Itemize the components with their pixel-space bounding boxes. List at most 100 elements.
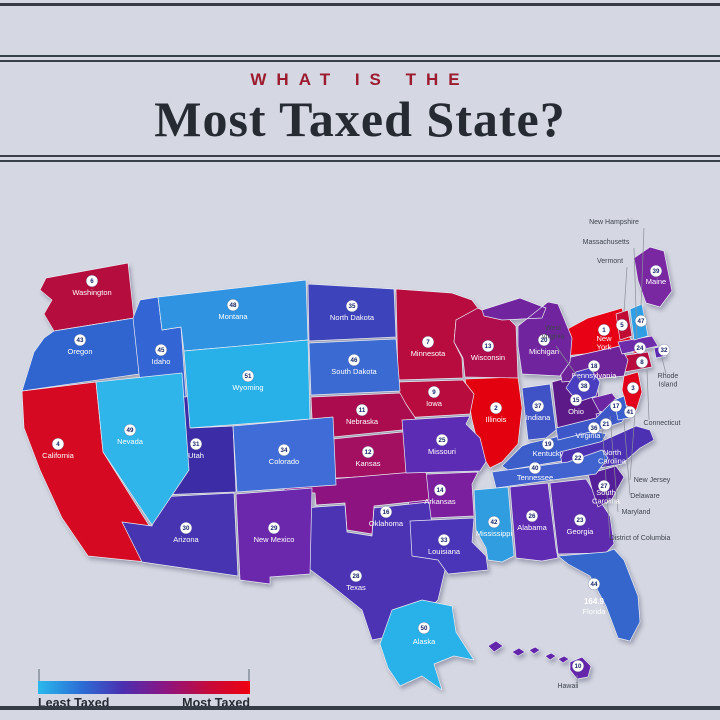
state-AK: [379, 599, 475, 691]
rank-number-LA: 33: [441, 537, 448, 544]
rank-number-AK: 50: [421, 625, 428, 632]
rank-number-WV: 38: [581, 383, 588, 390]
state-label-OH: Ohio: [568, 407, 584, 416]
leader-line-WV: [555, 345, 581, 381]
leader-line-MD: [609, 415, 619, 513]
rank-badge-VT: [615, 318, 629, 332]
state-value-FL: 164.9: [584, 597, 605, 606]
state-label-ME: Maine: [646, 277, 666, 286]
state-label-CA: California: [42, 451, 75, 460]
state-FL: [557, 548, 641, 642]
state-MI: [481, 297, 573, 377]
rank-badge-CA: [51, 437, 65, 451]
rank-badge-IN: [531, 399, 545, 413]
state-NV: [95, 372, 190, 526]
rank-badge-CT: [635, 355, 649, 369]
state-NM: [235, 487, 313, 585]
leader-line-RI: [661, 357, 667, 375]
rank-badge-NV: [123, 423, 137, 437]
state-HI: [487, 640, 592, 680]
state-label-NC: North Carolina: [598, 448, 627, 466]
rank-number-CA: 4: [56, 441, 60, 448]
rank-badge-RI: [657, 343, 671, 357]
rank-badge-OK: [379, 505, 393, 519]
rank-badge-CO: [277, 443, 291, 457]
rank-badge-PA: [587, 359, 601, 373]
state-label-LA: Louisiana: [428, 547, 461, 556]
rank-badge-AK: [417, 621, 431, 635]
state-label-NM: New Mexico: [254, 535, 295, 544]
state-label-WI: Wisconsin: [471, 353, 505, 362]
rank-number-IL: 2: [494, 405, 498, 412]
state-label-NV: Nevada: [117, 437, 144, 446]
state-label-VA: Virginia: [576, 431, 602, 440]
rank-badge-MD: [609, 399, 623, 413]
rank-number-AZ: 30: [183, 525, 190, 532]
rank-badge-NE: [355, 403, 369, 417]
state-label-AZ: Arizona: [173, 535, 199, 544]
state-label-WY: Wyoming: [232, 383, 263, 392]
callout-label-MA: Massachusetts: [583, 239, 630, 246]
page-title: Most Taxed State?: [154, 91, 566, 147]
header-rule: [0, 55, 720, 57]
rank-badge-NM: [267, 521, 281, 535]
state-label-AK: Alaska: [413, 637, 436, 646]
rank-badge-KS: [361, 445, 375, 459]
state-ND: [307, 283, 397, 342]
rank-number-FL: 44: [591, 581, 598, 588]
state-WY: [183, 339, 311, 429]
state-label-KS: Kansas: [355, 459, 380, 468]
rank-badge-IL: [489, 401, 503, 415]
state-label-MT: Montana: [218, 312, 248, 321]
rank-badge-LA: [437, 533, 451, 547]
state-label-NE: Nebraska: [346, 417, 379, 426]
rank-badge-ND: [345, 299, 359, 313]
leader-line-NH: [640, 227, 645, 307]
state-label-CO: Colorado: [269, 457, 299, 466]
callout-label-DC: District of Columbia: [610, 535, 671, 542]
rank-number-MI: 20: [541, 337, 548, 344]
rank-badge-GA: [573, 513, 587, 527]
rank-number-GA: 23: [577, 517, 584, 524]
state-label-ND: North Dakota: [330, 313, 375, 322]
state-label-NY: New York: [596, 334, 612, 352]
rank-badge-MI: [537, 333, 551, 347]
state-label-GA: Georgia: [567, 527, 595, 536]
rank-number-MA: 24: [637, 345, 644, 352]
state-label-MO: Missouri: [428, 447, 456, 456]
rank-number-ME: 39: [653, 268, 660, 275]
rank-badge-NY: [597, 323, 611, 337]
rank-number-KS: 12: [365, 449, 372, 456]
rank-number-MT: 48: [230, 302, 237, 309]
kicker-text: WHAT IS THE: [250, 70, 470, 89]
leader-line-DC: [601, 421, 611, 539]
rank-badge-AZ: [179, 521, 193, 535]
state-WA: [39, 262, 135, 332]
top-border-line: [0, 3, 720, 6]
state-label-IN: Indiana: [526, 413, 551, 422]
rank-badge-KY: [541, 437, 555, 451]
callout-label-HI: Hawaii: [557, 683, 578, 690]
state-label-MS: Mississippi: [476, 529, 513, 538]
rank-badge-MA: [633, 341, 647, 355]
rank-number-NM: 29: [271, 525, 278, 532]
rank-number-OK: 16: [383, 509, 390, 516]
rank-number-CO: 34: [281, 447, 288, 454]
rank-badge-UT: [189, 437, 203, 451]
rank-number-MD: 17: [613, 403, 620, 410]
rank-number-DE: 41: [627, 409, 634, 416]
rank-number-NC: 22: [575, 455, 582, 462]
bottom-border-line: [0, 706, 720, 710]
rank-badge-WY: [241, 369, 255, 383]
rank-badge-NH: [634, 314, 648, 328]
state-AL: [509, 482, 559, 562]
state-IN: [521, 383, 557, 441]
rank-badge-SC: [597, 479, 611, 493]
leader-line-VT: [623, 266, 628, 313]
rank-number-HI: 10: [575, 663, 582, 670]
rank-number-NE: 11: [359, 407, 366, 414]
callout-label-MD: Maryland: [622, 509, 651, 516]
callout-label-DE: Delaware: [630, 493, 660, 500]
rank-number-RI: 32: [661, 347, 668, 354]
